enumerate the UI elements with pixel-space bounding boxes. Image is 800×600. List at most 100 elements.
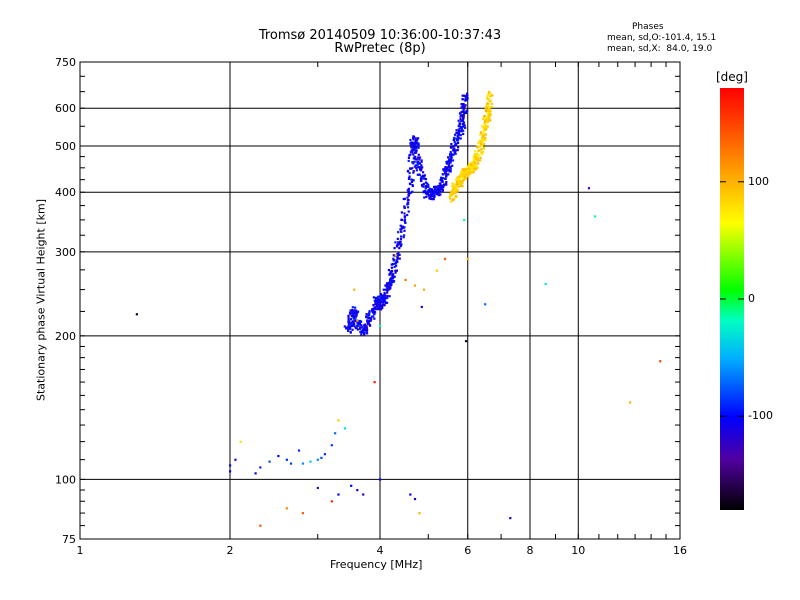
data-point (350, 324, 353, 328)
data-point (229, 470, 232, 473)
data-point (462, 115, 465, 118)
data-point (356, 324, 359, 327)
data-point (432, 185, 436, 189)
data-point (422, 177, 426, 180)
data-point (389, 284, 393, 287)
data-point (376, 298, 379, 301)
data-point (390, 281, 393, 284)
data-point (412, 170, 415, 173)
data-point (358, 327, 361, 330)
data-point (366, 321, 370, 324)
data-point (489, 95, 492, 98)
data-point (388, 272, 391, 276)
data-point (460, 130, 463, 133)
data-point (400, 230, 403, 233)
data-point (421, 185, 424, 188)
data-point (465, 168, 468, 172)
data-point (487, 104, 490, 107)
data-point (406, 206, 410, 209)
data-point (454, 152, 457, 155)
data-point (461, 168, 464, 171)
data-point (417, 166, 421, 169)
data-point (461, 119, 465, 123)
data-point (353, 288, 356, 291)
data-point (447, 156, 450, 159)
data-point (350, 322, 354, 326)
data-point (437, 193, 440, 196)
data-point (414, 143, 417, 146)
data-point (448, 158, 451, 161)
data-point (458, 122, 461, 125)
data-point (381, 298, 385, 301)
data-point (407, 192, 411, 195)
data-point (471, 167, 474, 170)
data-point (357, 323, 360, 326)
data-point (478, 154, 481, 157)
data-point (402, 236, 405, 239)
data-point (472, 164, 475, 167)
data-point (334, 432, 337, 435)
data-point (374, 301, 377, 304)
data-point (472, 170, 475, 173)
data-point (373, 310, 376, 313)
data-point (353, 325, 356, 328)
data-point (445, 169, 448, 173)
data-point (394, 271, 397, 274)
data-point (351, 308, 354, 312)
data-point (487, 90, 491, 94)
data-point (483, 114, 486, 118)
data-point (414, 140, 417, 143)
data-point (465, 170, 468, 173)
data-point (411, 151, 414, 154)
data-point (356, 321, 359, 324)
data-point (444, 182, 448, 185)
data-point (473, 150, 476, 153)
data-point (316, 486, 319, 490)
data-point (441, 188, 444, 192)
data-point (397, 254, 400, 257)
data-point (371, 309, 374, 312)
data-point (411, 145, 414, 148)
data-point (463, 176, 466, 179)
data-point (474, 159, 477, 163)
data-point (345, 327, 348, 330)
data-point (316, 458, 319, 461)
data-point (362, 327, 366, 330)
data-point (457, 185, 461, 188)
data-point (259, 466, 262, 469)
data-point (467, 164, 471, 168)
data-point (415, 166, 418, 170)
data-point (368, 316, 371, 319)
data-point (400, 243, 403, 246)
y-tick-label: 200 (55, 330, 76, 343)
data-point (428, 187, 431, 190)
data-point (470, 165, 474, 168)
data-point (416, 173, 419, 176)
data-point (409, 138, 412, 142)
data-point (481, 132, 485, 135)
data-point (367, 312, 371, 315)
data-point (483, 125, 486, 128)
data-point (422, 182, 425, 186)
data-point (449, 161, 452, 164)
data-point (366, 319, 369, 322)
data-point (437, 184, 440, 188)
data-point (460, 106, 463, 109)
data-point (420, 179, 423, 182)
data-point (419, 168, 422, 172)
data-point (481, 125, 484, 128)
data-point (473, 153, 477, 156)
data-point (408, 182, 412, 185)
data-point (365, 313, 368, 316)
data-point (485, 102, 489, 105)
data-point (407, 187, 411, 190)
data-point (411, 190, 414, 193)
data-point (365, 325, 368, 328)
data-point (468, 169, 471, 172)
data-point (353, 323, 356, 326)
data-point (406, 203, 409, 206)
data-point (443, 177, 447, 180)
data-point (462, 110, 465, 113)
data-point (431, 198, 434, 201)
data-point (359, 320, 363, 323)
